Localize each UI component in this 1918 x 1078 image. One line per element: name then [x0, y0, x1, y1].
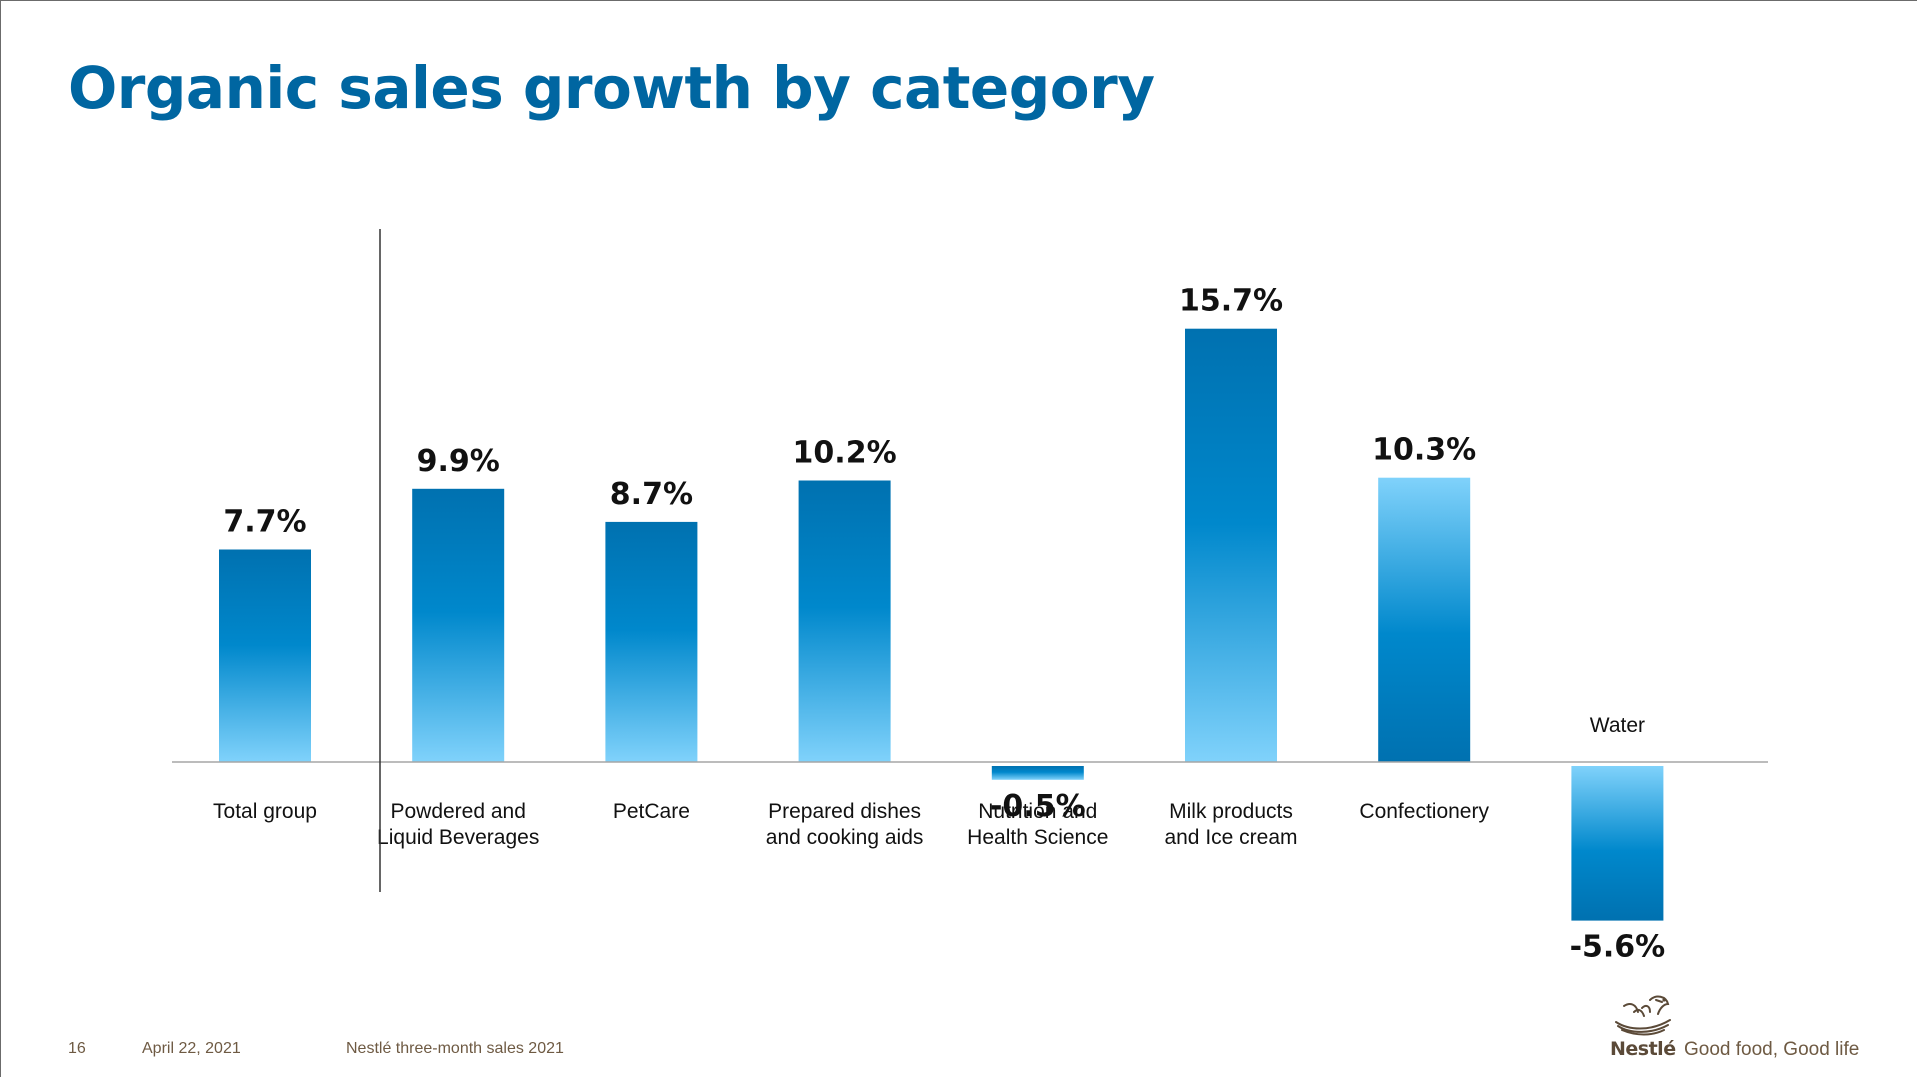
value-label-6: 15.7%: [1179, 284, 1283, 319]
footer-date: April 22, 2021: [142, 1040, 241, 1057]
bar-6: [1185, 328, 1277, 762]
category-label-5: Nutrition and Health Science: [967, 800, 1108, 849]
brand-wordmark: Nestlé: [1610, 1038, 1676, 1060]
category-label-6: Milk products and Ice cream: [1164, 800, 1297, 849]
category-label-4: Prepared dishes and cooking aids: [766, 800, 924, 849]
value-label-4: 10.2%: [793, 436, 897, 471]
bar-7: [1378, 477, 1471, 762]
page-number: 16: [68, 1040, 86, 1057]
value-label-8: -5.6%: [1570, 930, 1666, 965]
footer-document-name: Nestlé three-month sales 2021: [346, 1040, 564, 1057]
bar-2: [412, 488, 505, 762]
category-label-3: PetCare: [613, 800, 690, 823]
value-label-1: 7.7%: [223, 505, 306, 540]
category-label-8: Water: [1590, 714, 1645, 737]
bar-chart: 7.7% Total group 9.9% Powdered and Liquid Be…: [172, 229, 1768, 965]
category-label-1: Total group: [213, 800, 317, 823]
category-label-7: Confectionery: [1359, 800, 1489, 823]
value-label-3: 8.7%: [610, 477, 693, 512]
bar-1: [219, 549, 311, 762]
value-label-7: 10.3%: [1372, 433, 1476, 468]
bar-5: [991, 766, 1084, 780]
brand-tagline: Good food, Good life: [1684, 1039, 1860, 1060]
page-title: Organic sales growth by category: [68, 54, 1155, 122]
brand-block: Nestlé Good food, Good life: [1608, 988, 1900, 1060]
bar-8: [1571, 766, 1664, 921]
bar-4: [798, 480, 891, 762]
nest-with-birds-icon: [1615, 995, 1671, 1036]
category-label-2: Powdered and Liquid Beverages: [377, 800, 539, 849]
value-label-2: 9.9%: [417, 444, 500, 479]
value-label-5: -0.5%: [990, 789, 1086, 824]
bar-3: [605, 521, 698, 762]
